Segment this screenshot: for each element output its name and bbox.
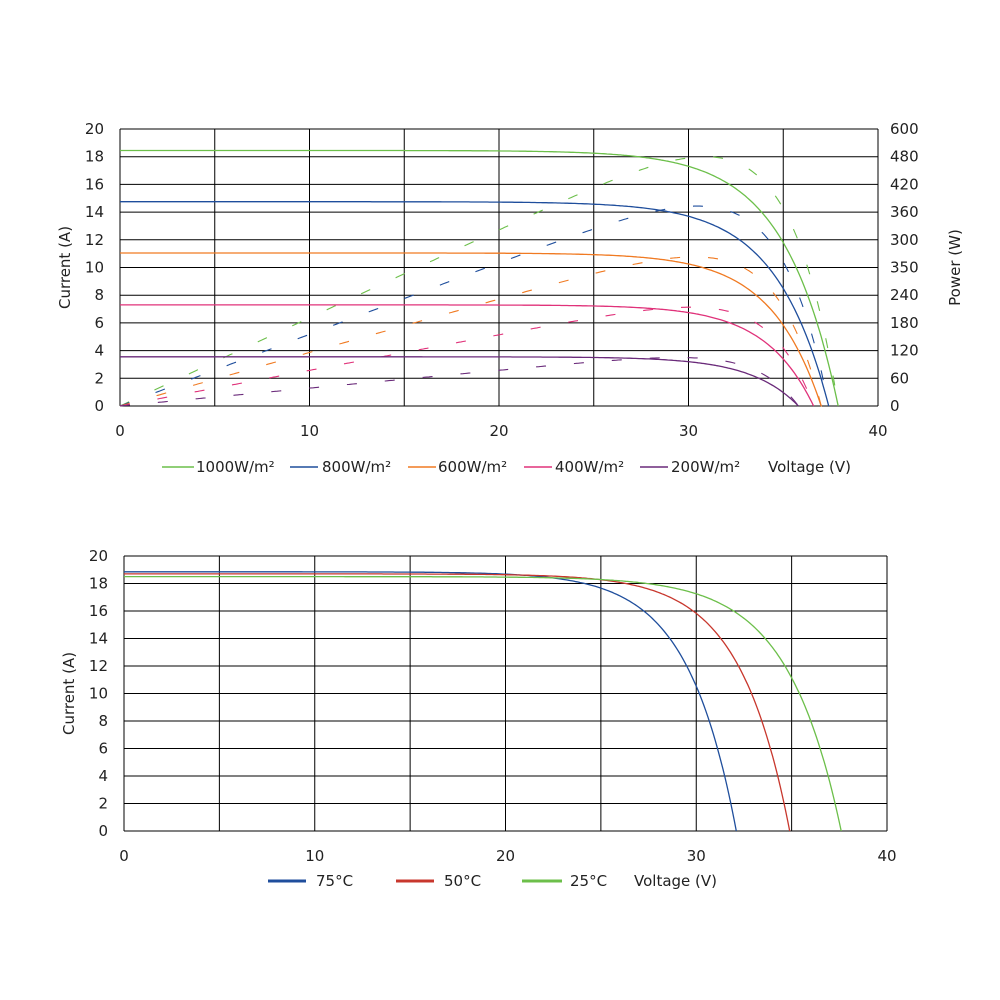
y-tick-label: 10 xyxy=(85,259,104,277)
legend-label: 1000W/m² xyxy=(196,458,275,476)
x-tick-label: 30 xyxy=(679,422,698,440)
y-tick-label: 20 xyxy=(89,547,108,565)
y-tick-label: 0 xyxy=(98,822,108,840)
y-tick-label: 2 xyxy=(98,795,108,813)
series-line-2 xyxy=(124,573,791,832)
power-curve-3 xyxy=(119,256,822,407)
x-tick-label: 40 xyxy=(877,847,896,865)
series-line-1 xyxy=(120,149,839,407)
series-line-3 xyxy=(120,252,823,407)
x-tick-label: 10 xyxy=(305,847,324,865)
x-tick-label: 0 xyxy=(119,847,129,865)
x-axis-title: Voltage (V) xyxy=(768,458,851,476)
y-tick-label: 12 xyxy=(85,231,104,249)
y-tick-label: 4 xyxy=(94,342,104,360)
series-line-3 xyxy=(124,575,842,832)
y-tick-label: 14 xyxy=(85,203,104,221)
power-curve-4 xyxy=(119,306,815,407)
y2-tick-label: 360 xyxy=(890,203,919,221)
gridlines xyxy=(123,555,888,832)
legend: 75°C 50°C 25°C Voltage (V) xyxy=(268,872,717,890)
y-tick-label: 20 xyxy=(85,120,104,138)
x-axis-title: Voltage (V) xyxy=(634,872,717,890)
y-tick-label: 6 xyxy=(98,740,108,758)
legend-label: 200W/m² xyxy=(671,458,740,476)
y-tick-label: 8 xyxy=(98,712,108,730)
y2-tick-label: 600 xyxy=(890,120,919,138)
legend-label: 600W/m² xyxy=(438,458,507,476)
chart-2: 0 2 4 6 8 10 12 14 16 18 20 0 10 20 30 40 Current (A) 75°… xyxy=(60,547,897,890)
y2-tick-label: 300 xyxy=(890,231,919,249)
y2-tick-label: 60 xyxy=(890,369,909,387)
y-tick-label: 2 xyxy=(94,369,104,387)
y-tick-label: 16 xyxy=(89,602,108,620)
power-curve-2 xyxy=(119,205,830,407)
y-axis-title: Current (A) xyxy=(56,226,74,309)
y2-tick-label: 420 xyxy=(890,175,919,193)
y-tick-label: 6 xyxy=(94,314,104,332)
y-axis-title: Current (A) xyxy=(60,652,78,735)
series-line-5 xyxy=(120,356,799,407)
y2-tick-label: 0 xyxy=(890,397,900,415)
series-line-2 xyxy=(120,201,830,407)
legend: 1000W/m² 800W/m² 600W/m² 400W/m² 200W/m² Volt… xyxy=(162,458,851,476)
y-tick-label: 14 xyxy=(89,630,108,648)
y-tick-label: 4 xyxy=(98,767,108,785)
legend-label: 50°C xyxy=(444,872,481,890)
y-tick-label: 0 xyxy=(94,397,104,415)
x-tick-label: 0 xyxy=(115,422,125,440)
x-tick-label: 20 xyxy=(489,422,508,440)
y2-tick-label: 180 xyxy=(890,314,919,332)
power-curve-5 xyxy=(119,356,799,407)
legend-label: 800W/m² xyxy=(322,458,391,476)
power-curve-1 xyxy=(119,156,839,407)
y-tick-label: 10 xyxy=(89,685,108,703)
y2-tick-label: 120 xyxy=(890,342,919,360)
x-tick-label: 30 xyxy=(687,847,706,865)
y2-axis-title: Power (W) xyxy=(946,229,964,306)
series-line-4 xyxy=(120,304,815,407)
legend-label: 75°C xyxy=(316,872,353,890)
x-tick-label: 10 xyxy=(300,422,319,440)
y-tick-label: 12 xyxy=(89,657,108,675)
y-tick-label: 8 xyxy=(94,286,104,304)
legend-label: 400W/m² xyxy=(555,458,624,476)
y-tick-label: 16 xyxy=(85,175,104,193)
y2-tick-label: 350 xyxy=(890,259,919,277)
chart-1: 0 2 4 6 8 10 12 14 16 18 20 0 10 20 30 40 Current (A) 0 60… xyxy=(56,120,964,476)
y-tick-label: 18 xyxy=(85,148,104,166)
gridlines xyxy=(119,128,879,407)
y2-tick-label: 240 xyxy=(890,286,919,304)
y2-tick-label: 480 xyxy=(890,148,919,166)
x-tick-label: 20 xyxy=(496,847,515,865)
series-line-1 xyxy=(124,571,737,832)
legend-label: 25°C xyxy=(570,872,607,890)
y-tick-label: 18 xyxy=(89,575,108,593)
x-tick-label: 40 xyxy=(868,422,887,440)
